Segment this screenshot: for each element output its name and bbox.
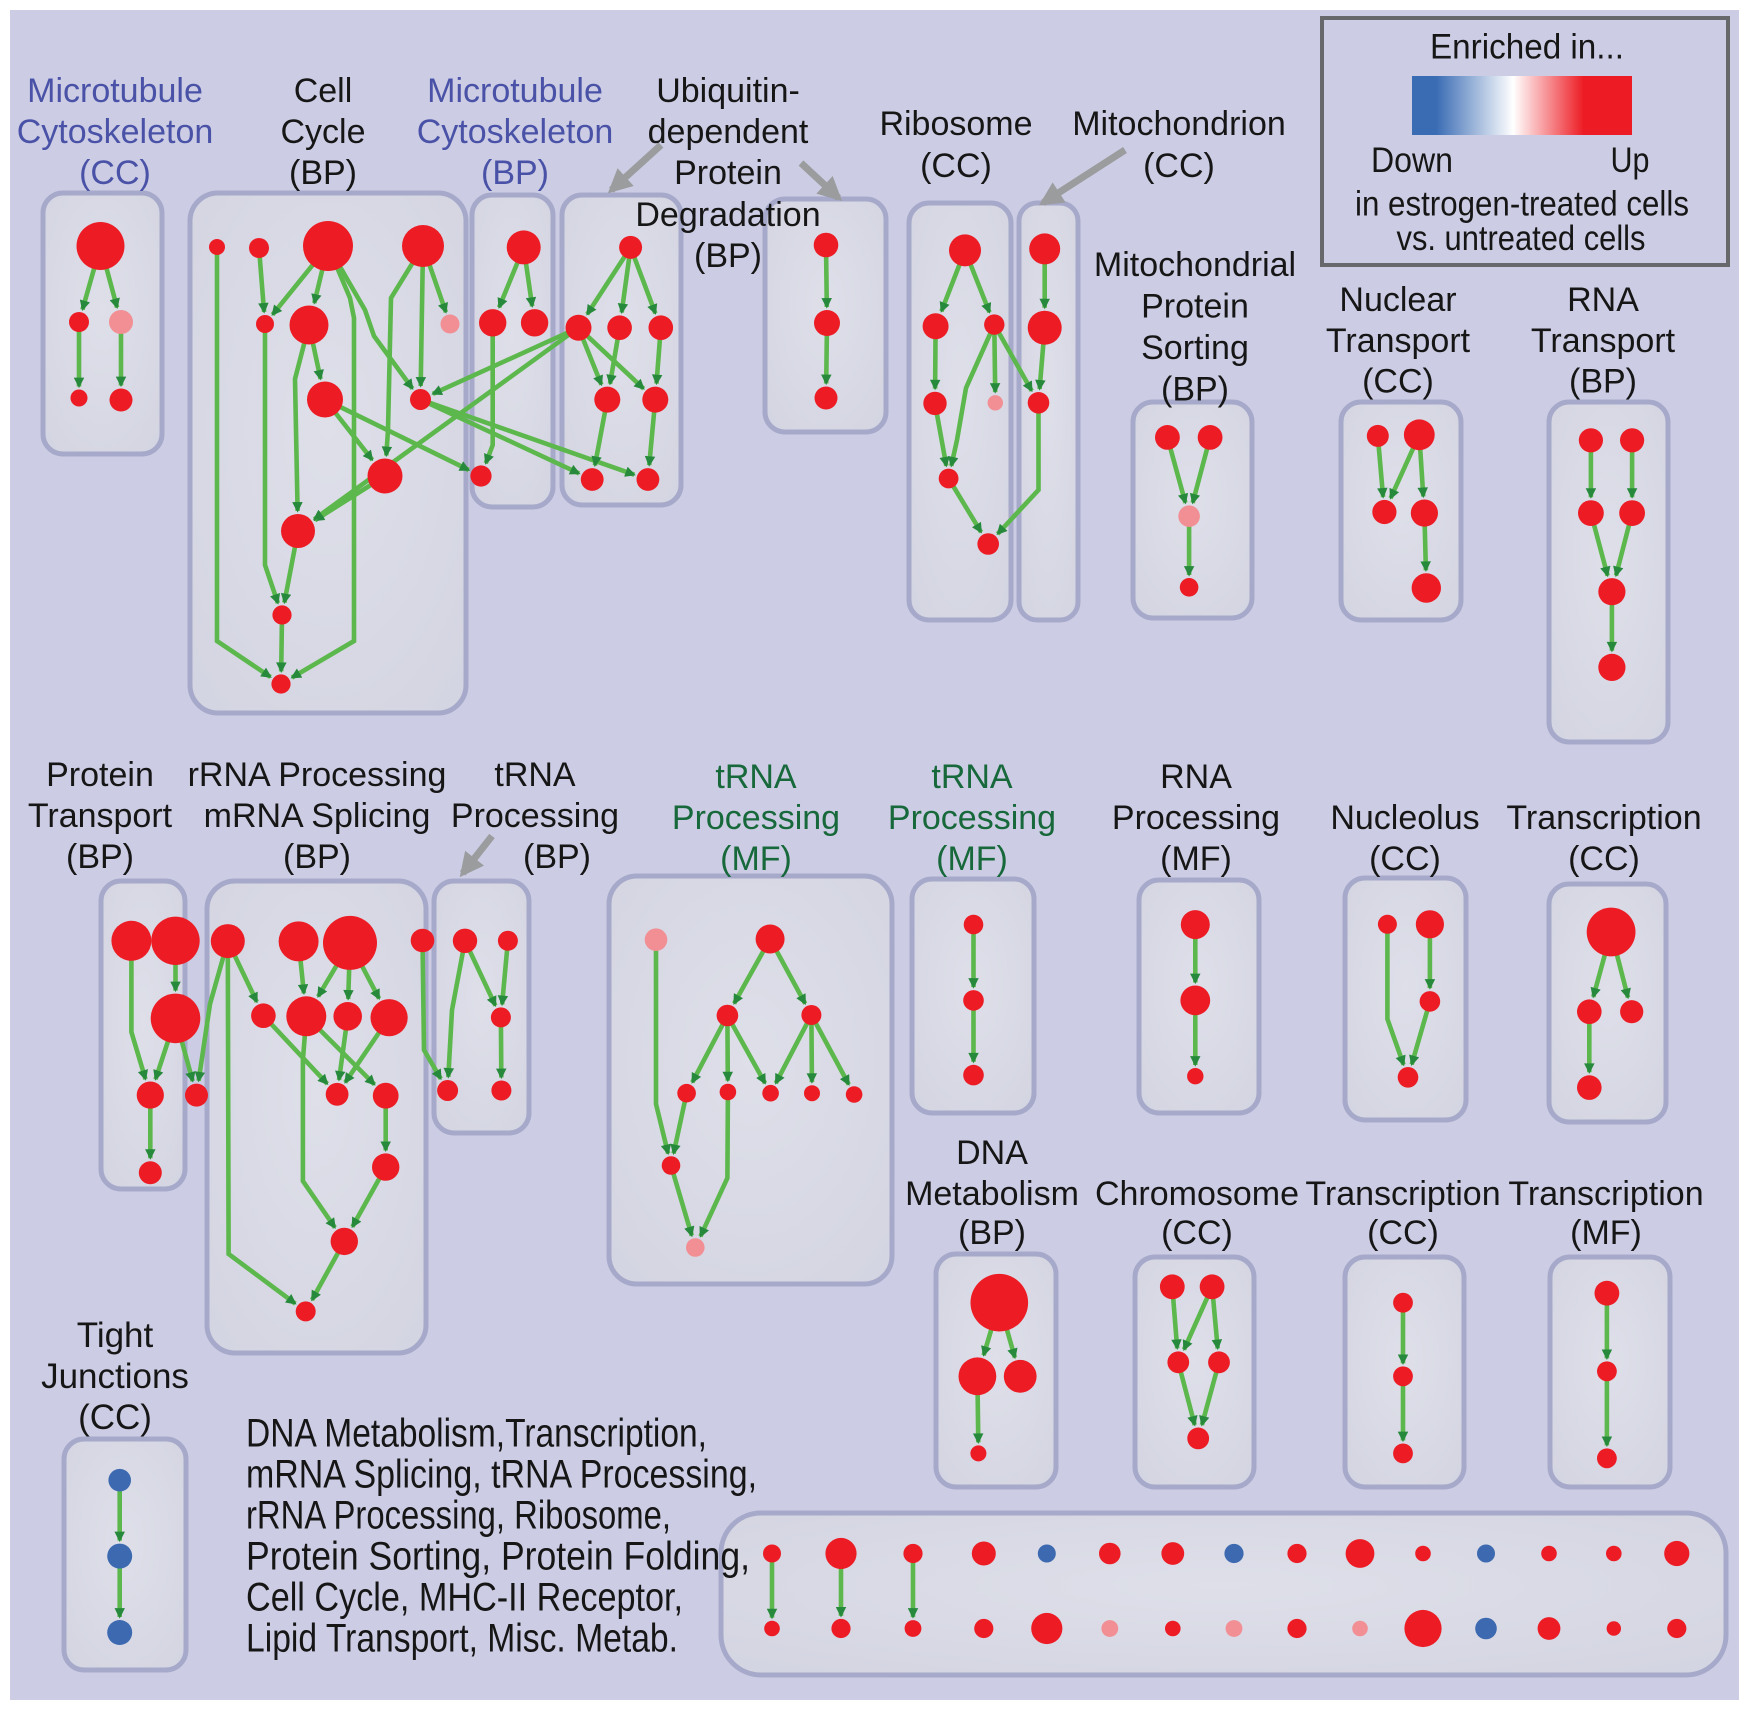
svg-text:(CC): (CC): [1161, 1214, 1233, 1252]
svg-text:rRNA Processing, Ribosome,: rRNA Processing, Ribosome,: [246, 1494, 671, 1538]
svg-text:Junctions: Junctions: [41, 1357, 189, 1396]
svg-text:Chromosome: Chromosome: [1095, 1175, 1299, 1213]
svg-text:(BP): (BP): [66, 838, 134, 876]
svg-text:vs. untreated cells: vs. untreated cells: [1397, 219, 1646, 258]
svg-text:(MF): (MF): [1570, 1214, 1642, 1252]
svg-text:(MF): (MF): [936, 840, 1008, 878]
svg-text:Cytoskeleton: Cytoskeleton: [17, 113, 214, 151]
svg-text:Cell Cycle, MHC-II Receptor,: Cell Cycle, MHC-II Receptor,: [246, 1576, 683, 1620]
svg-text:(BP): (BP): [523, 838, 591, 876]
svg-text:(CC): (CC): [1143, 147, 1215, 185]
svg-text:mRNA Splicing: mRNA Splicing: [204, 797, 431, 835]
svg-text:Cycle: Cycle: [280, 113, 365, 151]
svg-text:Mitochondrion: Mitochondrion: [1072, 105, 1286, 143]
svg-text:Transport: Transport: [28, 797, 173, 835]
svg-text:Down: Down: [1371, 141, 1453, 180]
svg-text:(CC): (CC): [1568, 840, 1640, 878]
svg-text:Protein Sorting, Protein Foldi: Protein Sorting, Protein Folding,: [246, 1535, 750, 1579]
svg-text:Nucleolus: Nucleolus: [1330, 799, 1479, 837]
svg-text:tRNA: tRNA: [931, 758, 1013, 796]
svg-text:Nuclear: Nuclear: [1339, 281, 1456, 319]
svg-text:Protein: Protein: [674, 154, 782, 192]
svg-text:DNA Metabolism,Transcription,: DNA Metabolism,Transcription,: [246, 1412, 707, 1456]
svg-text:(CC): (CC): [1369, 840, 1441, 878]
svg-text:dependent: dependent: [648, 113, 809, 151]
svg-text:Degradation: Degradation: [635, 196, 820, 234]
svg-text:(BP): (BP): [958, 1214, 1026, 1252]
svg-text:Metabolism: Metabolism: [905, 1175, 1079, 1213]
svg-text:(BP): (BP): [1569, 363, 1637, 401]
svg-text:(MF): (MF): [1160, 840, 1232, 878]
svg-text:Transcription: Transcription: [1506, 799, 1701, 837]
svg-text:(CC): (CC): [78, 1398, 152, 1437]
svg-text:Protein: Protein: [1141, 288, 1249, 326]
svg-text:(BP): (BP): [289, 154, 357, 192]
svg-text:Transport: Transport: [1326, 322, 1471, 360]
svg-text:(CC): (CC): [79, 154, 151, 192]
svg-text:DNA: DNA: [956, 1134, 1028, 1172]
svg-text:Transcription: Transcription: [1508, 1175, 1703, 1213]
svg-text:Transport: Transport: [1531, 322, 1676, 360]
svg-text:(BP): (BP): [481, 154, 549, 192]
svg-text:Protein: Protein: [46, 756, 154, 794]
svg-text:in estrogen-treated cells: in estrogen-treated cells: [1355, 185, 1689, 224]
svg-text:Processing: Processing: [888, 799, 1056, 837]
svg-text:(BP): (BP): [1161, 371, 1229, 409]
svg-text:Cytoskeleton: Cytoskeleton: [417, 113, 614, 151]
svg-text:tRNA: tRNA: [494, 756, 576, 794]
svg-text:Enriched in...: Enriched in...: [1430, 28, 1624, 67]
svg-text:Lipid Transport, Misc. Metab.: Lipid Transport, Misc. Metab.: [246, 1617, 678, 1661]
svg-text:Up: Up: [1611, 141, 1650, 180]
svg-text:Sorting: Sorting: [1141, 329, 1249, 367]
svg-text:(CC): (CC): [920, 147, 992, 185]
svg-text:(BP): (BP): [694, 237, 762, 275]
svg-text:Ubiquitin-: Ubiquitin-: [656, 72, 800, 110]
svg-text:Ribosome: Ribosome: [879, 105, 1032, 143]
svg-text:Processing: Processing: [451, 797, 619, 835]
svg-text:RNA: RNA: [1567, 281, 1639, 319]
svg-text:(CC): (CC): [1362, 363, 1434, 401]
svg-text:(BP): (BP): [283, 838, 351, 876]
svg-text:RNA: RNA: [1160, 758, 1232, 796]
svg-text:Mitochondrial: Mitochondrial: [1094, 246, 1296, 284]
svg-text:Transcription: Transcription: [1305, 1175, 1500, 1213]
svg-text:Microtubule: Microtubule: [27, 72, 203, 110]
svg-text:(MF): (MF): [720, 840, 792, 878]
svg-text:Tight: Tight: [77, 1316, 154, 1355]
svg-text:Cell: Cell: [294, 72, 353, 110]
svg-text:Processing: Processing: [1112, 799, 1280, 837]
svg-text:(CC): (CC): [1367, 1214, 1439, 1252]
svg-text:mRNA Splicing, tRNA Processing: mRNA Splicing, tRNA Processing,: [246, 1453, 757, 1497]
svg-text:rRNA Processing: rRNA Processing: [188, 756, 447, 794]
svg-text:Microtubule: Microtubule: [427, 72, 603, 110]
svg-text:Processing: Processing: [672, 799, 840, 837]
svg-text:tRNA: tRNA: [715, 758, 797, 796]
